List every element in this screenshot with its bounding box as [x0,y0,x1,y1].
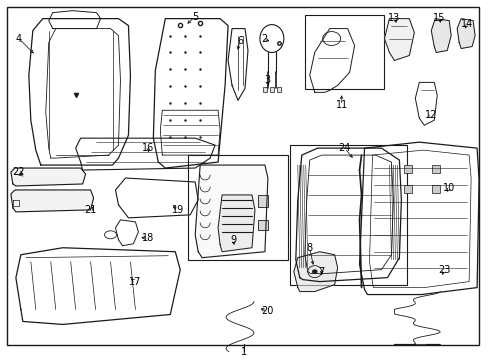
Text: 12: 12 [424,110,437,120]
Text: 2: 2 [260,33,266,44]
Bar [431,165,439,173]
Text: 9: 9 [229,235,236,245]
Text: 23: 23 [437,265,449,275]
Bar [304,15,384,89]
Text: 13: 13 [387,13,400,23]
Text: 4: 4 [16,33,22,44]
Polygon shape [195,165,267,258]
Text: 6: 6 [237,36,243,46]
Bar [258,195,267,207]
Bar [431,185,439,193]
Text: 11: 11 [335,100,347,110]
Text: 16: 16 [142,143,154,153]
Text: 19: 19 [172,205,184,215]
Polygon shape [384,19,413,60]
Bar [404,185,411,193]
Text: 7: 7 [318,267,324,276]
Text: 10: 10 [442,183,454,193]
Text: 5: 5 [192,12,198,22]
Text: 18: 18 [142,233,154,243]
Polygon shape [218,195,254,252]
Text: 22: 22 [13,167,25,177]
Bar [188,155,287,260]
Text: 14: 14 [460,19,472,28]
Bar [269,87,273,92]
Text: 1: 1 [241,347,246,357]
Text: 24: 24 [338,143,350,153]
Bar [404,165,411,173]
Bar [263,87,266,92]
Text: 20: 20 [261,306,274,316]
Ellipse shape [312,270,317,274]
Text: 8: 8 [306,243,312,253]
Text: 21: 21 [84,205,97,215]
Bar [258,220,267,230]
Text: 15: 15 [432,13,445,23]
Polygon shape [456,19,474,49]
Polygon shape [11,168,85,186]
Polygon shape [11,190,93,212]
Bar [276,87,280,92]
Text: 17: 17 [129,276,142,287]
Polygon shape [430,19,450,53]
Text: 3: 3 [264,75,269,85]
Polygon shape [293,252,337,292]
Bar [289,145,407,285]
